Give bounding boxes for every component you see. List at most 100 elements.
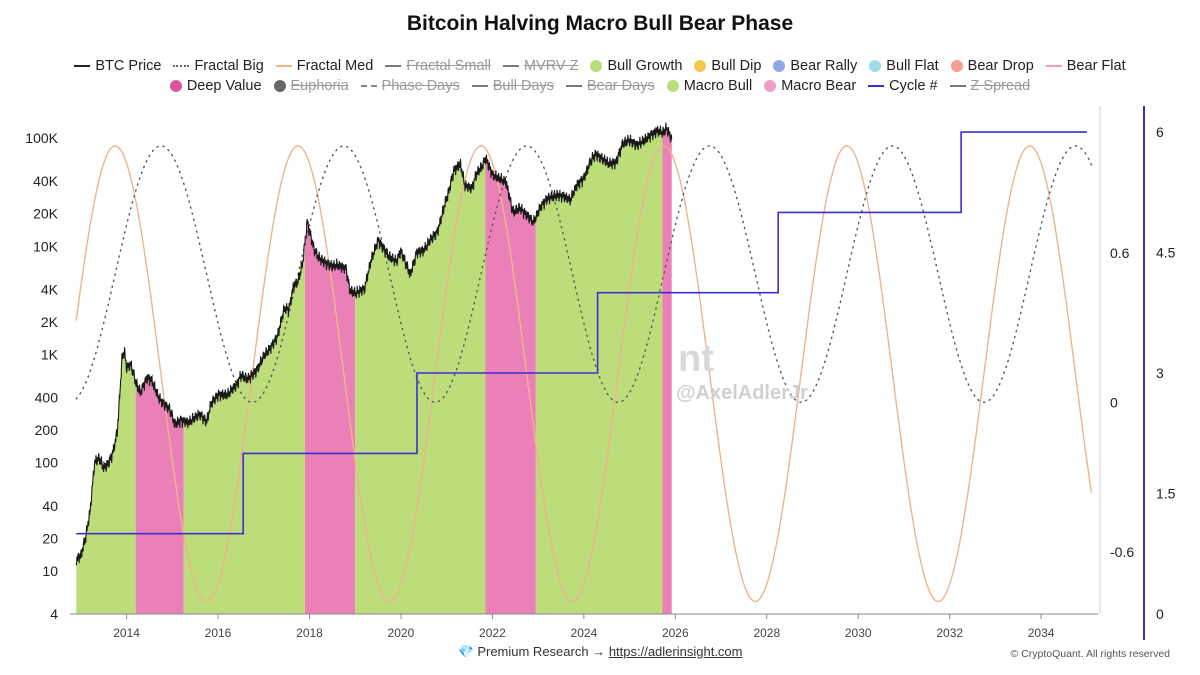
legend-item[interactable]: Macro Bear bbox=[764, 78, 856, 94]
legend-symbol-icon bbox=[949, 85, 966, 87]
legend-symbol-icon bbox=[869, 60, 882, 72]
legend-label: Bear Days bbox=[587, 78, 655, 94]
y-mid-tick-label: 0 bbox=[1110, 394, 1118, 410]
x-tick-label: 2022 bbox=[479, 626, 506, 640]
y-right-tick-label: 1.5 bbox=[1156, 486, 1176, 502]
x-tick-label: 2018 bbox=[296, 626, 323, 640]
legend-symbol-icon bbox=[471, 85, 488, 87]
phase-band bbox=[183, 243, 305, 615]
y-left-tick-label: 4 bbox=[50, 606, 58, 622]
legend-item[interactable]: Bull Flat bbox=[869, 58, 939, 74]
legend-item[interactable]: Fractal Small bbox=[385, 58, 491, 74]
y-left-tick-label: 1K bbox=[41, 347, 59, 363]
fractal-med-line bbox=[75, 145, 1093, 603]
legend-item[interactable]: Bear Rally bbox=[773, 58, 857, 74]
legend-label: Fractal Small bbox=[406, 58, 491, 74]
y-left-tick-label: 40 bbox=[42, 498, 58, 514]
legend-label: Macro Bull bbox=[683, 78, 753, 94]
y-mid-tick-label: 0.6 bbox=[1110, 245, 1130, 261]
legend-row-2: Deep Value Euphoria Phase Days Bull Days Bea… bbox=[0, 78, 1200, 94]
y-left-tick-label: 200 bbox=[35, 422, 59, 438]
legend-label: Bear Drop bbox=[967, 58, 1034, 74]
legend-item[interactable]: MVRV Z bbox=[502, 58, 579, 74]
legend-label: Bull Growth bbox=[607, 58, 683, 74]
legend-item[interactable]: Macro Bull bbox=[666, 78, 753, 94]
phase-band bbox=[135, 374, 184, 614]
copyright: © CryptoQuant. All rights reserved bbox=[1010, 648, 1170, 660]
legend-label: Fractal Med bbox=[296, 58, 374, 74]
legend-label: Fractal Big bbox=[194, 58, 264, 74]
legend-item[interactable]: Bull Dip bbox=[694, 58, 761, 74]
legend-label: Phase Days bbox=[381, 78, 460, 94]
phase-band bbox=[304, 218, 356, 615]
legend-symbol-icon bbox=[1045, 65, 1062, 67]
chart-title: Bitcoin Halving Macro Bull Bear Phase bbox=[406, 12, 794, 35]
legend-symbol-icon bbox=[273, 80, 286, 92]
legend-label: Macro Bear bbox=[781, 78, 857, 94]
x-tick-label: 2020 bbox=[388, 626, 415, 640]
legend-symbol-icon bbox=[173, 65, 190, 67]
y-right-tick-label: 0 bbox=[1156, 606, 1164, 622]
legend-symbol-icon bbox=[502, 65, 519, 67]
phase-bands bbox=[76, 122, 672, 615]
legend-label: Bull Flat bbox=[886, 58, 939, 74]
legend-symbol-icon bbox=[275, 65, 292, 67]
y-left-tick-label: 4K bbox=[41, 281, 59, 297]
footer-link[interactable]: https://adlerinsight.com bbox=[608, 644, 743, 659]
legend-symbol-icon bbox=[950, 60, 963, 72]
legend-symbol-icon bbox=[773, 60, 786, 72]
legend-item[interactable]: Cycle # bbox=[868, 78, 938, 94]
legend-item[interactable]: Fractal Med bbox=[275, 58, 374, 74]
btc-price-series bbox=[75, 122, 673, 566]
cycle-step-line bbox=[76, 131, 1087, 535]
y-left-tick-label: 2K bbox=[41, 314, 59, 330]
gem-icon: 💎 bbox=[457, 644, 474, 659]
y-right-tick-label: 3 bbox=[1156, 365, 1164, 381]
y-right-tick-label: 6 bbox=[1156, 124, 1164, 140]
y-left-tick-label: 20K bbox=[33, 206, 59, 222]
legend-label: Euphoria bbox=[290, 78, 349, 94]
footer: 💎 Premium Research → https://adlerinsigh… bbox=[0, 644, 1200, 660]
y-right-tick-label: 4.5 bbox=[1156, 245, 1176, 261]
legend-label: Deep Value bbox=[186, 78, 262, 94]
x-tick-label: 2028 bbox=[753, 626, 780, 640]
legend-item[interactable]: Bear Days bbox=[566, 78, 655, 94]
x-tick-label: 2016 bbox=[205, 626, 232, 640]
legend-symbol-icon bbox=[74, 65, 91, 67]
fractal-med-series bbox=[75, 145, 1093, 603]
x-tick-label: 2034 bbox=[1028, 626, 1055, 640]
legend-item[interactable]: Phase Days bbox=[360, 78, 460, 94]
legend-symbol-icon bbox=[590, 60, 603, 72]
legend-item[interactable]: BTC Price bbox=[74, 58, 161, 74]
watermark-logo: nt bbox=[678, 338, 714, 380]
legend-label: Bull Days bbox=[492, 78, 554, 94]
phase-band bbox=[535, 127, 663, 614]
legend-item[interactable]: Deep Value bbox=[169, 78, 262, 94]
x-tick-label: 2032 bbox=[936, 626, 963, 640]
footer-prefix: Premium Research → bbox=[477, 644, 606, 659]
fractal-big-line bbox=[75, 145, 1093, 404]
y-left-tick-label: 40K bbox=[33, 173, 59, 189]
legend-symbol-icon bbox=[666, 80, 679, 92]
legend-item[interactable]: Bull Days bbox=[471, 78, 554, 94]
y-left-tick-label: 100 bbox=[35, 455, 59, 471]
legend-item[interactable]: Euphoria bbox=[273, 78, 349, 94]
legend-symbol-icon bbox=[566, 85, 582, 87]
legend-item[interactable]: Fractal Big bbox=[173, 58, 264, 74]
y-mid-tick-label: -0.6 bbox=[1110, 544, 1134, 560]
y-left-tick-label: 100K bbox=[25, 130, 58, 146]
phase-band bbox=[76, 346, 136, 614]
phase-band bbox=[355, 157, 486, 615]
legend-item[interactable]: Bull Growth bbox=[590, 58, 682, 74]
legend-symbol-icon bbox=[360, 85, 377, 87]
legend-item[interactable]: Bear Drop bbox=[950, 58, 1034, 74]
legend-item[interactable]: Bear Flat bbox=[1045, 58, 1126, 74]
y-left-tick-label: 400 bbox=[35, 390, 59, 406]
legend-label: Bear Flat bbox=[1066, 58, 1126, 74]
legend-label: Z Spread bbox=[970, 78, 1031, 94]
legend-item[interactable]: Z Spread bbox=[949, 78, 1031, 94]
phase-band bbox=[485, 156, 536, 614]
legend-row-1: BTC Price Fractal Big Fractal Med Fractal S… bbox=[0, 58, 1200, 74]
legend-label: MVRV Z bbox=[523, 58, 579, 74]
